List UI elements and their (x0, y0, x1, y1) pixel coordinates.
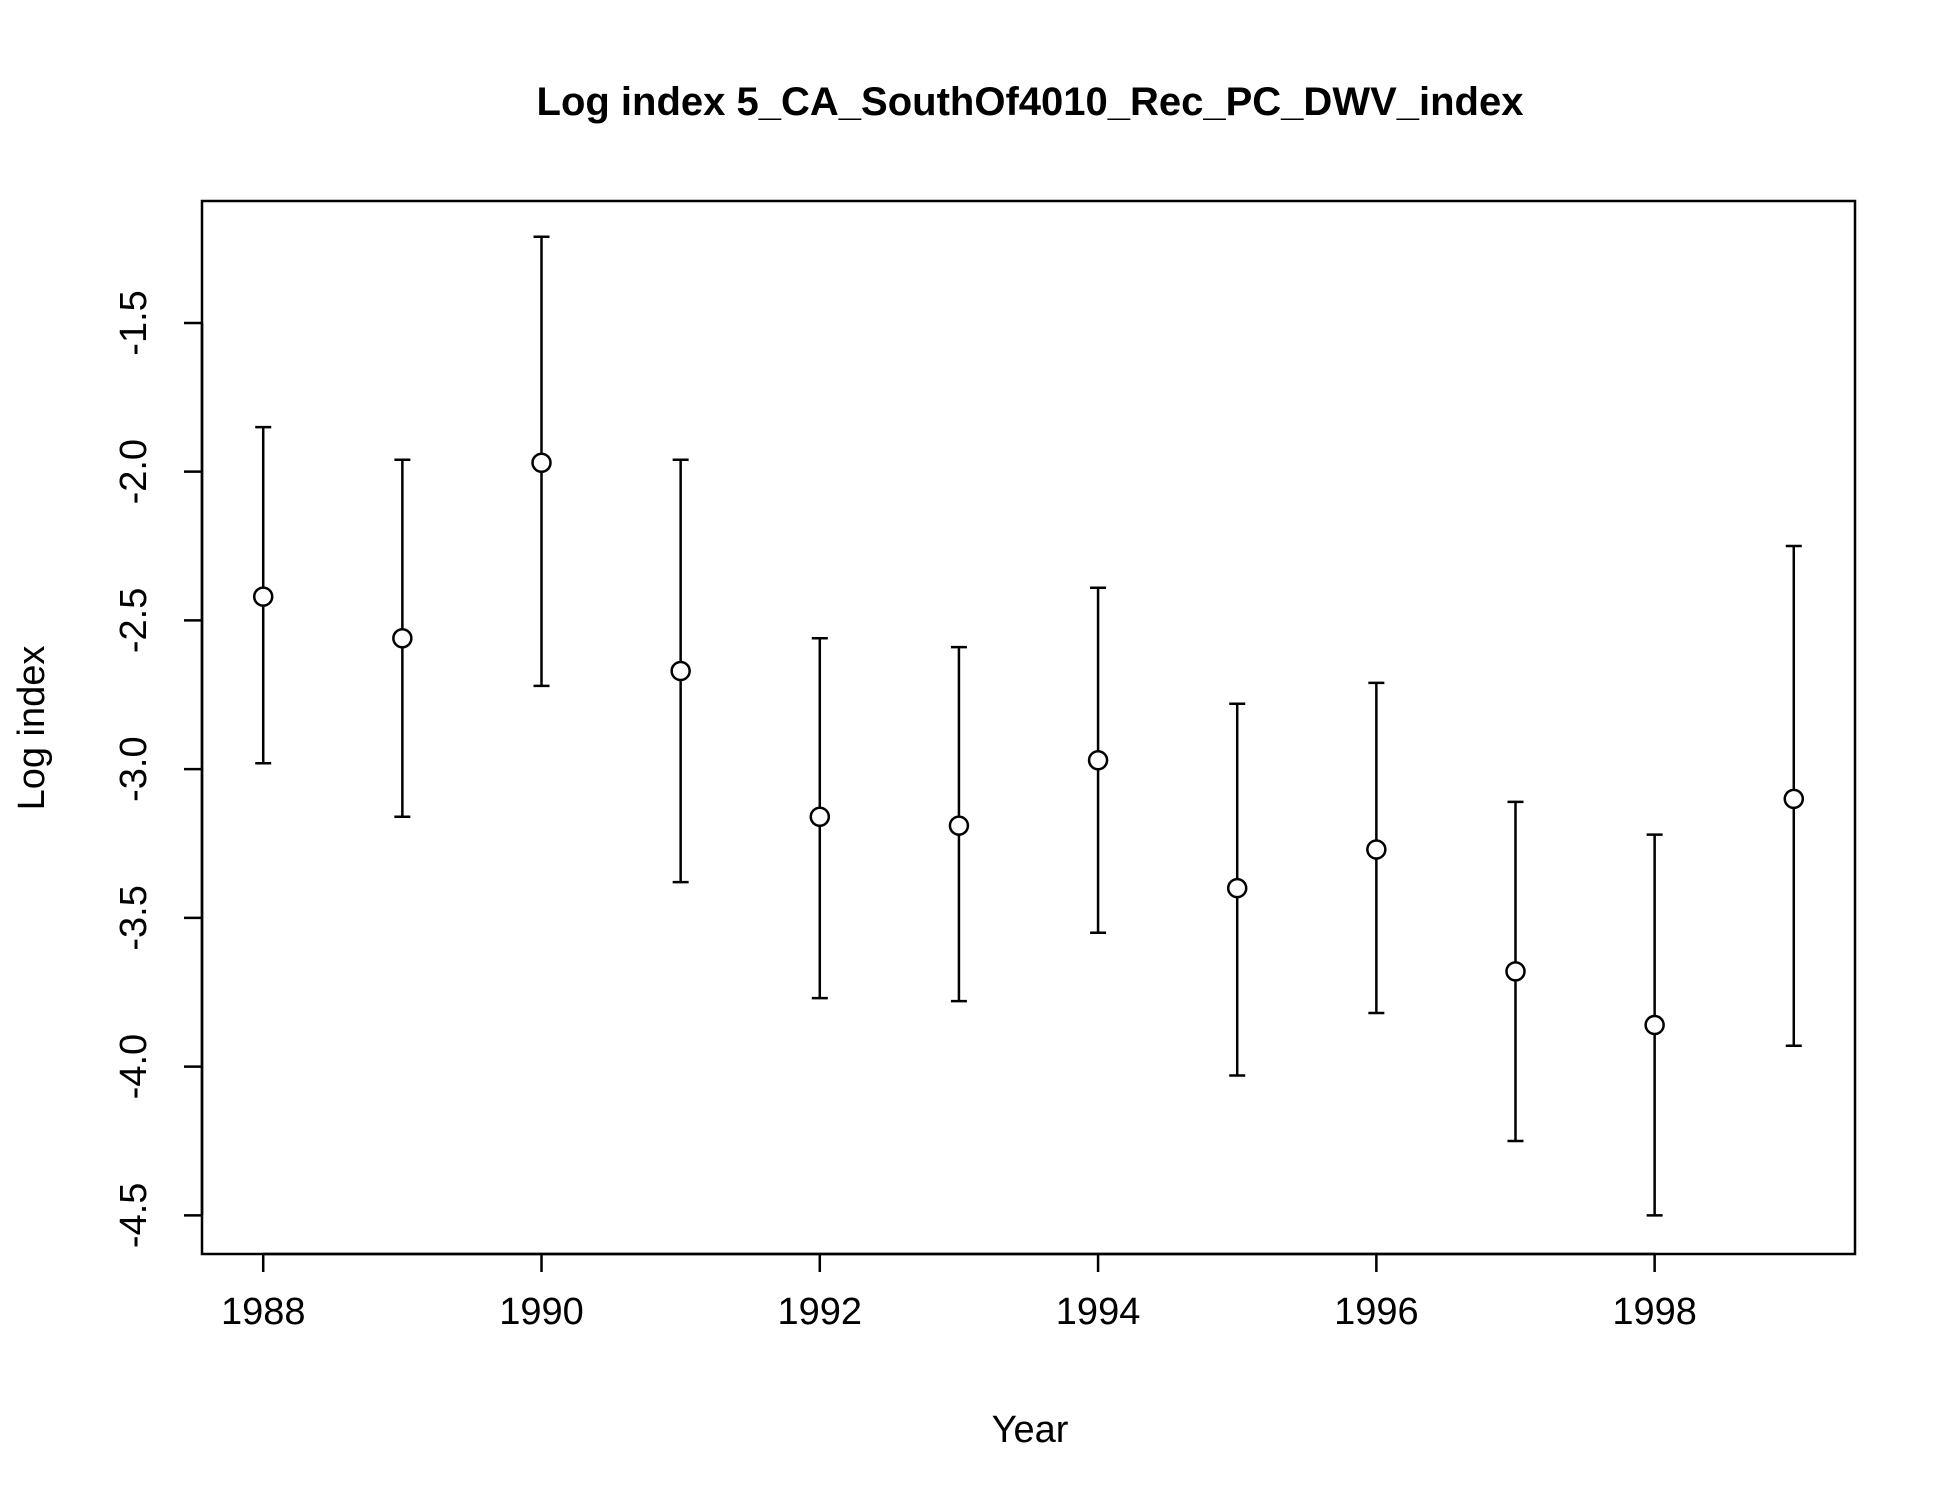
x-axis: 1988 1990 1992 1994 1996 1998 (221, 1252, 1697, 1333)
y-tick-label: -3.5 (113, 885, 155, 950)
chart-title: Log index 5_CA_SouthOf4010_Rec_PC_DWV_in… (537, 80, 1524, 124)
x-tick-label: 1988 (221, 1291, 306, 1333)
data-series (252, 235, 1805, 1217)
data-point (809, 806, 831, 827)
data-point (392, 628, 413, 649)
y-tick-label: -4.5 (113, 1183, 155, 1248)
data-point (252, 586, 274, 607)
data-point (1226, 877, 1248, 899)
data-point (1366, 839, 1387, 860)
x-tick-label: 1994 (1056, 1291, 1141, 1333)
data-point (531, 452, 552, 474)
x-axis-label: Year (992, 1409, 1069, 1451)
data-point (1087, 749, 1109, 771)
data-point (1505, 961, 1526, 982)
data-point (1783, 788, 1805, 810)
y-tick-label: -4.0 (113, 1034, 155, 1099)
y-axis-label: Log index (11, 646, 53, 811)
y-axis: -1.5 -2.0 -2.5 -3.0 -3.5 -4.0 -4.5 (113, 290, 204, 1248)
data-point (1644, 1014, 1665, 1036)
x-tick-label: 1996 (1334, 1291, 1419, 1333)
y-tick-label: -2.5 (113, 588, 155, 653)
y-tick-label: -2.0 (113, 439, 155, 504)
data-point (948, 815, 970, 836)
x-tick-label: 1990 (499, 1291, 584, 1333)
x-tick-label: 1992 (778, 1291, 863, 1333)
data-point (670, 660, 691, 682)
y-tick-label: -3.0 (113, 736, 155, 801)
y-tick-label: -1.5 (113, 290, 155, 355)
x-tick-label: 1998 (1612, 1291, 1697, 1333)
